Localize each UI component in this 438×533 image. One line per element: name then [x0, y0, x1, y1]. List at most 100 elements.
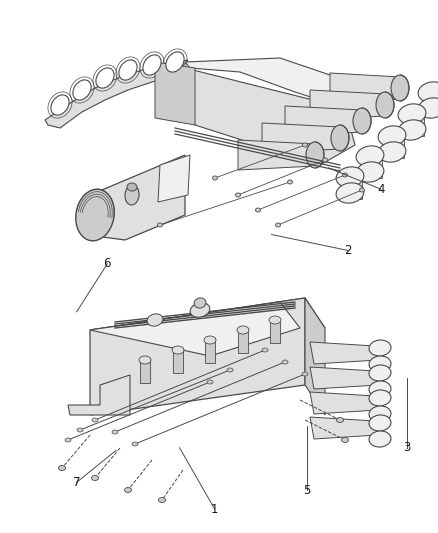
Polygon shape [305, 298, 325, 415]
Ellipse shape [398, 120, 426, 140]
Ellipse shape [119, 60, 137, 80]
Ellipse shape [127, 183, 137, 191]
Polygon shape [205, 338, 215, 363]
Polygon shape [185, 68, 355, 165]
Ellipse shape [269, 316, 281, 324]
Ellipse shape [65, 438, 71, 442]
Ellipse shape [282, 360, 288, 364]
Ellipse shape [212, 176, 218, 180]
Ellipse shape [204, 336, 216, 344]
Ellipse shape [124, 488, 131, 492]
Polygon shape [360, 152, 382, 178]
Polygon shape [90, 298, 305, 415]
Ellipse shape [96, 68, 114, 88]
Text: 1: 1 [211, 503, 219, 515]
Ellipse shape [190, 303, 210, 317]
Polygon shape [45, 60, 188, 128]
Ellipse shape [322, 158, 328, 162]
Polygon shape [382, 132, 404, 158]
Ellipse shape [59, 465, 66, 471]
Ellipse shape [369, 431, 391, 447]
Ellipse shape [360, 188, 364, 192]
Ellipse shape [76, 189, 114, 241]
Ellipse shape [331, 125, 349, 151]
Polygon shape [238, 328, 248, 353]
Text: 7: 7 [73, 476, 81, 489]
Polygon shape [90, 298, 325, 360]
Ellipse shape [255, 208, 261, 212]
Ellipse shape [369, 340, 391, 356]
Polygon shape [340, 173, 362, 199]
Ellipse shape [159, 497, 166, 503]
Polygon shape [173, 348, 183, 373]
Ellipse shape [306, 142, 324, 168]
Ellipse shape [237, 326, 249, 334]
Ellipse shape [369, 415, 391, 431]
Polygon shape [310, 90, 385, 120]
Ellipse shape [356, 146, 384, 166]
Ellipse shape [158, 223, 162, 227]
Ellipse shape [172, 346, 184, 354]
Polygon shape [140, 358, 150, 383]
Ellipse shape [369, 390, 391, 406]
Polygon shape [88, 155, 185, 240]
Ellipse shape [391, 75, 409, 101]
Ellipse shape [287, 180, 293, 184]
Polygon shape [270, 318, 280, 343]
Text: 3: 3 [404, 441, 411, 454]
Ellipse shape [303, 143, 307, 147]
Polygon shape [238, 140, 315, 170]
Ellipse shape [51, 95, 69, 115]
Text: 6: 6 [103, 257, 111, 270]
Ellipse shape [147, 314, 163, 326]
Polygon shape [310, 367, 378, 389]
Ellipse shape [376, 92, 394, 118]
Ellipse shape [369, 406, 391, 422]
Ellipse shape [77, 428, 83, 432]
Polygon shape [90, 302, 300, 356]
Ellipse shape [92, 475, 99, 481]
Polygon shape [185, 58, 355, 108]
Ellipse shape [166, 52, 184, 72]
Polygon shape [68, 375, 130, 415]
Polygon shape [310, 392, 378, 414]
Polygon shape [155, 62, 195, 125]
Ellipse shape [92, 418, 98, 422]
Ellipse shape [353, 108, 371, 134]
Text: 5: 5 [303, 484, 310, 497]
Ellipse shape [112, 430, 118, 434]
Ellipse shape [125, 185, 139, 205]
Ellipse shape [194, 298, 206, 308]
Text: 2: 2 [344, 244, 352, 257]
Ellipse shape [73, 80, 91, 100]
Ellipse shape [143, 55, 161, 75]
Ellipse shape [336, 417, 343, 423]
Text: 4: 4 [377, 183, 385, 196]
Ellipse shape [398, 104, 426, 124]
Ellipse shape [132, 442, 138, 446]
Ellipse shape [369, 381, 391, 397]
Ellipse shape [236, 193, 240, 197]
Ellipse shape [369, 356, 391, 372]
Ellipse shape [342, 438, 349, 442]
Ellipse shape [369, 365, 391, 381]
Ellipse shape [378, 142, 406, 162]
Ellipse shape [336, 167, 364, 187]
Ellipse shape [227, 368, 233, 372]
Polygon shape [158, 155, 190, 202]
Ellipse shape [336, 183, 364, 203]
Ellipse shape [262, 348, 268, 352]
Polygon shape [310, 417, 378, 439]
Polygon shape [285, 106, 362, 136]
Polygon shape [422, 88, 438, 114]
Polygon shape [310, 342, 378, 364]
Ellipse shape [302, 372, 308, 376]
Polygon shape [402, 110, 424, 136]
Polygon shape [330, 73, 400, 103]
Ellipse shape [418, 82, 438, 102]
Ellipse shape [139, 356, 151, 364]
Ellipse shape [418, 98, 438, 118]
Ellipse shape [343, 173, 347, 177]
Ellipse shape [207, 380, 213, 384]
Ellipse shape [356, 162, 384, 182]
